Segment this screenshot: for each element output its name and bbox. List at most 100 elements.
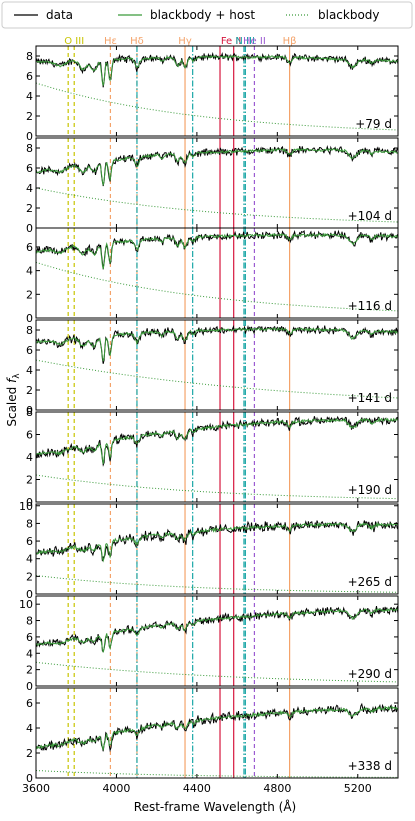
y-tick-label: 4 (26, 364, 33, 377)
y-tick-label: 4 (26, 553, 33, 566)
y-tick-label: 0 (26, 312, 33, 325)
series-blackbody (35, 661, 398, 683)
panel: 0 2 4 6 8 +104 d (26, 137, 399, 235)
epoch-label: +338 d (348, 759, 392, 773)
panels: 0 2 4 6 8 +79 d 0 2 4 6 8 +104 d 0 2 4 6 +116 d 0 2 4 6 8 +141… (19, 45, 399, 785)
series-blackbody (35, 82, 398, 131)
y-tick-label: 10 (19, 500, 33, 513)
y-tick-label: 0 (26, 496, 33, 509)
panel: 0 2 4 6 8 +79 d (26, 45, 399, 143)
x-axis: 3600 4000 4400 4800 5200 (22, 782, 372, 795)
series-blackbody-host (35, 232, 399, 270)
y-tick-label: 8 (26, 142, 33, 155)
y-tick-label: 0 (26, 222, 33, 235)
y-tick-label: 2 (26, 384, 33, 397)
series-data (35, 51, 399, 88)
panel-frame (35, 687, 399, 779)
series-blackbody-host (35, 147, 399, 186)
y-tick-label: 0 (26, 772, 33, 785)
panel-frame (35, 595, 399, 687)
line-label: Fe II (221, 36, 241, 47)
y-tick-label: 6 (26, 535, 33, 548)
legend: data blackbody + host blackbody (1, 1, 413, 29)
series-data (35, 702, 399, 753)
series-blackbody (35, 261, 398, 312)
series-data (35, 520, 399, 562)
y-tick-label: 2 (26, 202, 33, 215)
legend-label-blackbody-host: blackbody + host (150, 8, 255, 22)
line-label: N III (235, 36, 255, 47)
series-blackbody-host (35, 417, 399, 465)
y-tick-label: 2 (26, 288, 33, 301)
y-tick-label: 8 (26, 406, 33, 419)
y-tick-label: 2 (26, 747, 33, 760)
epoch-label: +141 d (348, 391, 392, 405)
series-blackbody-host (36, 326, 399, 362)
epoch-label: +104 d (348, 209, 392, 223)
epoch-label: +79 d (355, 117, 392, 131)
y-tick-label: 6 (26, 631, 33, 644)
epoch-label: +190 d (348, 483, 392, 497)
y-tick-label: 2 (26, 110, 33, 123)
panel-frame (35, 319, 399, 411)
series-blackbody-host (35, 608, 399, 653)
series-blackbody-host (35, 521, 399, 563)
y-axis-label-text: Scaled (5, 383, 19, 427)
legend-frame (1, 1, 413, 29)
y-axis-label: Scaled fλ (5, 373, 22, 427)
y-tick-label: 6 (26, 429, 33, 442)
panel: 0 2 4 6 +116 d (26, 227, 399, 325)
y-tick-label: 6 (26, 344, 33, 357)
line-label: Hγ (178, 36, 192, 47)
y-tick-label: 0 (26, 588, 33, 601)
y-tick-label: 2 (26, 570, 33, 583)
series-blackbody (35, 474, 398, 500)
panel: 0 2 4 6 8 10 +290 d (19, 595, 399, 693)
y-tick-label: 4 (26, 722, 33, 735)
y-axis-label-symbol: f (5, 377, 19, 383)
series-blackbody (35, 359, 398, 399)
panel: 0 2 4 6 8 10 +265 d (19, 500, 399, 601)
y-tick-label: 4 (26, 182, 33, 195)
y-tick-label: 0 (26, 680, 33, 693)
series-blackbody (35, 575, 398, 593)
y-tick-label: 4 (26, 647, 33, 660)
y-tick-label: 8 (26, 517, 33, 530)
series-blackbody (35, 187, 398, 223)
y-tick-label: 4 (26, 265, 33, 278)
y-tick-label: 6 (26, 162, 33, 175)
y-tick-label: 6 (26, 697, 33, 710)
x-tick-label: 4800 (263, 782, 291, 795)
line-label: He II (243, 36, 266, 47)
y-tick-label: 6 (26, 70, 33, 83)
y-tick-label: 0 (26, 130, 33, 143)
x-tick-label: 3600 (22, 782, 50, 795)
y-axis-label-subscript: λ (12, 373, 22, 379)
series-data (35, 415, 399, 467)
panel-frame (35, 45, 399, 137)
panel: 0 2 4 6 8 +141 d (26, 319, 399, 417)
y-tick-label: 2 (26, 664, 33, 677)
epoch-label: +116 d (348, 299, 392, 313)
legend-label-data: data (46, 8, 73, 22)
epoch-label: +265 d (348, 575, 392, 589)
epoch-label: +290 d (348, 667, 392, 681)
y-tick-label: 2 (26, 474, 33, 487)
x-tick-label: 5200 (344, 782, 372, 795)
series-blackbody-host (35, 705, 399, 751)
y-tick-label: 8 (26, 50, 33, 63)
series-blackbody-host (35, 55, 399, 86)
y-tick-label: 6 (26, 241, 33, 254)
line-label: Hδ (130, 36, 144, 47)
y-tick-label: 10 (19, 598, 33, 611)
y-tick-label: 8 (26, 324, 33, 337)
line-label: O III (64, 36, 84, 47)
legend-label-blackbody: blackbody (318, 8, 380, 22)
series-data (35, 605, 399, 653)
panel-frame (35, 227, 399, 319)
panel: 0 2 4 6 8 +190 d (26, 406, 399, 509)
panel: 0 2 4 6 +338 d (26, 687, 399, 785)
panel-frame (35, 503, 399, 595)
